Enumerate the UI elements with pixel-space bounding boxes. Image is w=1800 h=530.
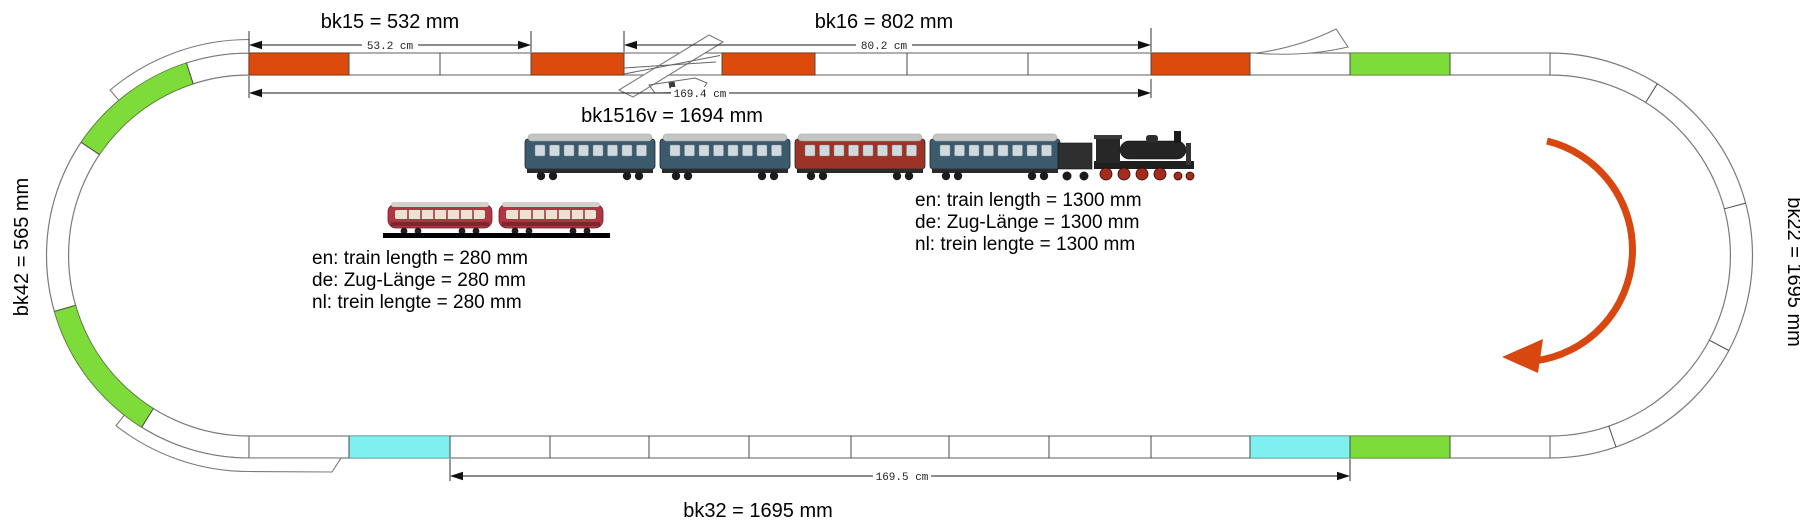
right-curve-track <box>1549 52 1754 459</box>
green-section-bottom-right <box>1349 435 1451 459</box>
double-slip-crossing <box>617 34 725 98</box>
occupied-section-1 <box>248 52 350 76</box>
long-train-note-de: de: Zug-Länge = 1300 mm <box>915 212 1139 233</box>
track-oval <box>45 52 1754 459</box>
occupied-section-2 <box>530 52 625 76</box>
long-train-note-nl: nl: trein lengte = 1300 mm <box>915 234 1135 255</box>
cyan-section-bottom-left <box>348 435 451 459</box>
turnouts <box>109 28 1349 473</box>
cyan-section-bottom-right <box>1249 435 1351 459</box>
railbus-image <box>383 201 610 238</box>
steam-locomotive <box>1057 131 1195 181</box>
railbus-note-en: en: train length = 280 mm <box>312 248 528 269</box>
passenger-train-image <box>524 131 1195 181</box>
track-segment-dividers <box>54 53 1746 458</box>
bk42-label: bk42 = 565 mm <box>11 178 33 316</box>
dimension-bk16: 80.2 cm bk16 = 802 mm <box>623 11 1152 53</box>
occupied-section-4 <box>1150 52 1251 76</box>
turnout-siding-top-right <box>1255 28 1349 55</box>
dimension-bk15: 53.2 cm bk15 = 532 mm <box>248 11 532 53</box>
occupied-section-3 <box>721 52 816 76</box>
turnout-siding-bottom-left <box>115 414 343 473</box>
dimension-bk32: 169.5 cm bk32 = 1695 mm <box>449 459 1351 522</box>
railbus-note-de: de: Zug-Länge = 280 mm <box>312 270 526 291</box>
railbus-length-note: en: train length = 280 mm de: Zug-Länge … <box>312 248 528 313</box>
clockwise-direction-arrow-icon <box>1502 137 1636 373</box>
bk15-label: bk15 = 532 mm <box>321 11 459 33</box>
bk32-label: bk32 = 1695 mm <box>683 500 833 522</box>
railbus-note-nl: nl: trein lengte = 280 mm <box>312 292 522 313</box>
turnout-siding-top-left <box>109 38 250 102</box>
block-sections <box>54 52 1451 459</box>
bk15-cm-label: 53.2 cm <box>367 41 414 53</box>
left-curve-track <box>45 52 250 459</box>
green-section-curve-lower-left <box>54 304 154 428</box>
bk1516v-cm-label: 169.4 cm <box>674 89 727 101</box>
dimension-bk1516v: 169.4 cm bk1516v = 1694 mm <box>248 76 1152 127</box>
green-section-top-right <box>1349 52 1451 76</box>
bk16-label: bk16 = 802 mm <box>815 11 953 33</box>
bk22-label: bk22 = 1695 mm <box>1783 197 1800 347</box>
bk32-cm-label: 169.5 cm <box>876 472 929 484</box>
long-train-length-note: en: train length = 1300 mm de: Zug-Länge… <box>915 190 1142 255</box>
long-train-note-en: en: train length = 1300 mm <box>915 190 1142 211</box>
bk1516v-label: bk1516v = 1694 mm <box>581 105 763 127</box>
bottom-straight-track <box>248 435 1551 459</box>
bk16-cm-label: 80.2 cm <box>861 41 908 53</box>
